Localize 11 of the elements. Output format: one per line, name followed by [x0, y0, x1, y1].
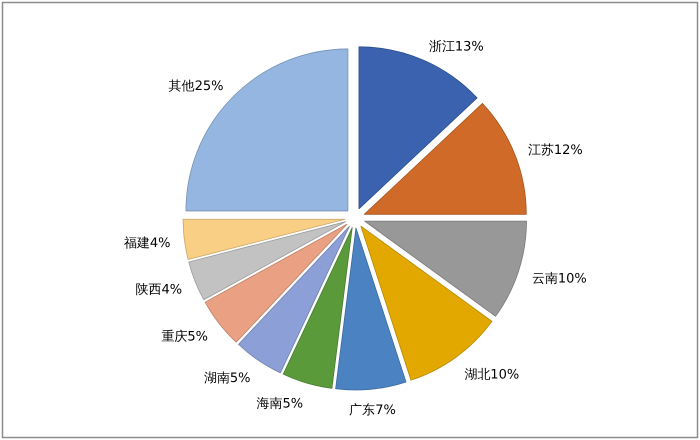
slice-label: 湖北10% — [464, 367, 520, 382]
slice-label: 云南10% — [532, 271, 587, 286]
slice-label: 陕西4% — [135, 282, 182, 298]
slice-label: 浙江13% — [428, 40, 484, 54]
slice-label: 江苏12% — [528, 142, 583, 158]
slice-label: 海南5% — [256, 396, 304, 412]
slice-label: 福建4% — [124, 236, 170, 252]
slice-label: 广东7% — [349, 403, 396, 418]
slice-label: 湖南5% — [204, 370, 250, 386]
slice-label: 重庆5% — [161, 330, 208, 345]
slice-label: 其他25% — [168, 79, 224, 94]
